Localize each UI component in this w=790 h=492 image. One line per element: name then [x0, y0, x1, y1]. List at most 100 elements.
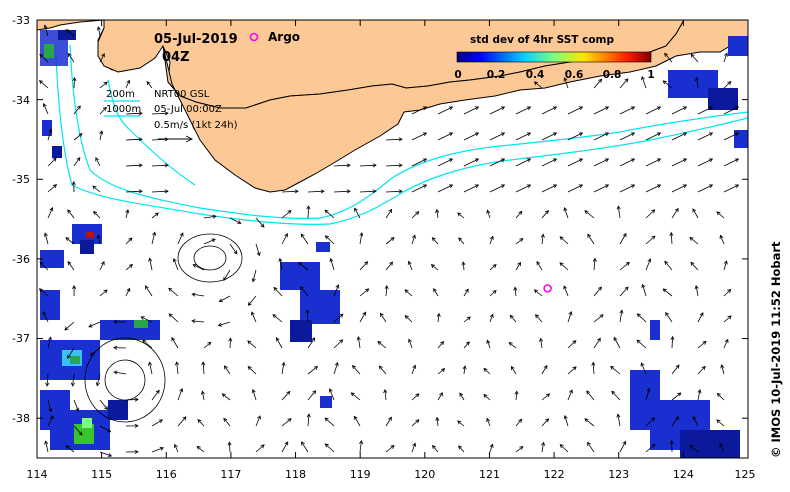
current-vector — [251, 311, 257, 323]
current-vector — [276, 337, 283, 349]
current-vector — [99, 399, 108, 410]
credit-text: © IMOS 10-Jul-2019 11:52 Hobart — [769, 241, 783, 458]
current-vector-head — [212, 214, 217, 219]
current-vector — [203, 342, 212, 349]
current-vector — [636, 339, 647, 349]
current-vector-head — [535, 314, 539, 319]
current-vector-head — [168, 313, 173, 318]
current-vector-head — [134, 423, 139, 428]
current-vector-head — [641, 283, 646, 289]
current-vector-head — [390, 237, 395, 241]
x-tick-label: 123 — [608, 468, 629, 481]
current-vector — [515, 446, 524, 453]
current-vector — [385, 445, 395, 453]
current-vector — [151, 212, 159, 219]
current-vector-head — [724, 52, 728, 57]
current-vector — [486, 340, 491, 349]
current-vector — [697, 106, 713, 115]
current-vector — [324, 209, 335, 219]
current-vector — [463, 365, 466, 375]
current-vector — [463, 316, 471, 323]
contour-200-label: 200m — [106, 89, 135, 100]
current-vector — [515, 106, 531, 115]
y-tick-label: -34 — [12, 94, 30, 107]
current-vector-head — [430, 264, 435, 269]
current-vector-head — [388, 208, 393, 213]
current-vector-head — [101, 53, 105, 58]
current-vector — [541, 106, 557, 115]
current-vector — [281, 210, 292, 219]
current-vector-head — [616, 205, 621, 210]
x-tick-label: 117 — [220, 468, 241, 481]
current-vector — [99, 81, 108, 89]
current-vector-head — [365, 288, 370, 293]
current-vector-head — [474, 132, 480, 137]
current-vector-head — [134, 449, 139, 454]
current-vector — [671, 158, 687, 167]
current-vector — [281, 190, 299, 193]
current-vector-head — [584, 210, 589, 215]
current-vector — [541, 132, 557, 141]
current-vector-head — [533, 289, 538, 294]
current-vector — [354, 207, 361, 219]
current-vector-head — [407, 260, 412, 265]
current-vector — [385, 261, 393, 271]
current-vector-head — [377, 341, 382, 345]
current-vector-head — [613, 336, 618, 342]
current-vector-head — [563, 414, 568, 420]
colorbar-tick: 0.4 — [526, 69, 545, 81]
current-vector — [641, 76, 647, 89]
current-vector — [463, 132, 479, 141]
current-vector-head — [196, 445, 201, 450]
current-vector-head — [412, 364, 417, 369]
current-vector — [567, 132, 583, 141]
current-vector-head — [39, 261, 44, 266]
current-vector — [489, 106, 505, 115]
current-vector-head — [474, 106, 480, 111]
current-vector-head — [383, 388, 388, 394]
current-vector — [619, 184, 635, 193]
current-vector — [404, 289, 413, 297]
current-vector — [252, 389, 257, 401]
current-vector — [437, 341, 444, 349]
current-vector-head — [624, 286, 629, 291]
current-vector — [247, 366, 257, 375]
current-vector — [125, 190, 143, 193]
current-vector — [72, 373, 75, 386]
current-vector-head — [211, 238, 216, 243]
current-vector — [437, 158, 453, 167]
current-vector — [73, 105, 81, 115]
current-vector-head — [329, 257, 334, 263]
current-vector-head — [489, 235, 494, 240]
current-vector-head — [224, 365, 228, 370]
current-vector — [617, 414, 621, 427]
current-vector — [587, 442, 595, 453]
current-vector — [173, 258, 179, 271]
current-vector — [671, 416, 679, 427]
current-vector-head — [95, 382, 100, 387]
current-vector-head — [701, 365, 706, 370]
current-vector — [73, 77, 75, 89]
current-vector-head — [44, 440, 49, 445]
current-vector — [692, 416, 699, 427]
current-vector-head — [174, 443, 178, 449]
argo-legend-label: Argo — [268, 30, 300, 44]
colorbar-title: std dev of 4hr SST comp — [470, 34, 614, 46]
current-vector-head — [492, 263, 497, 268]
current-vector — [43, 103, 49, 115]
current-vector-head — [138, 137, 143, 142]
current-vector — [359, 190, 377, 193]
current-vector — [645, 258, 651, 271]
current-vector — [47, 157, 57, 167]
current-vector-head — [67, 52, 72, 58]
current-vector-head — [720, 364, 725, 369]
current-vector — [151, 190, 169, 193]
current-vector-head — [297, 262, 303, 266]
current-vector — [223, 269, 231, 281]
current-vector-head — [719, 234, 724, 239]
current-vector — [333, 362, 339, 375]
current-vector-head — [646, 387, 651, 393]
current-vector-head — [651, 417, 656, 422]
current-vector-head — [197, 418, 202, 424]
current-vector — [359, 440, 362, 453]
